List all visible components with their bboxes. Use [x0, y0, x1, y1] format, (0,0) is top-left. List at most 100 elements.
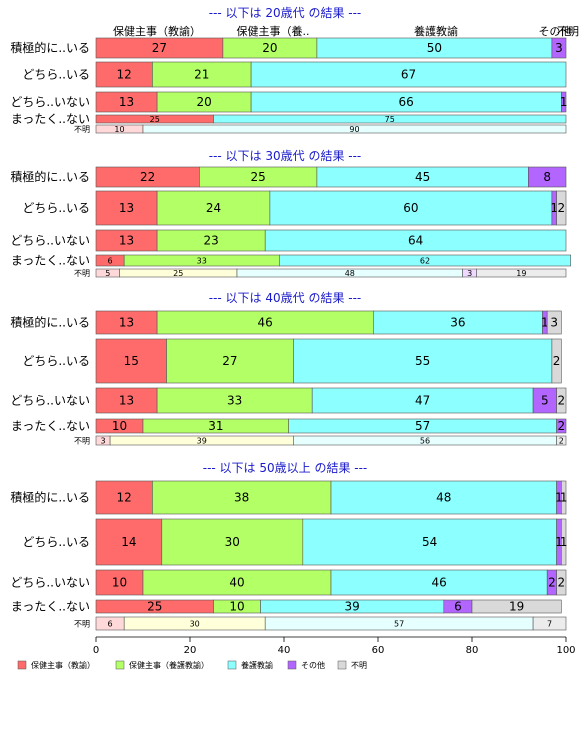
bar-segment: [556, 435, 567, 446]
legend-swatch: [287, 660, 297, 670]
data-label: 10: [112, 576, 127, 590]
bar-segment: [161, 518, 304, 566]
legend-swatch: [115, 660, 125, 670]
data-label: 2: [557, 576, 565, 590]
row-label: まったく..ない: [11, 419, 90, 433]
data-label: 45: [415, 170, 430, 184]
data-label: 54: [422, 535, 437, 549]
data-label: 10: [229, 600, 244, 614]
row-label: どちら..いない: [10, 95, 90, 109]
data-label: 27: [152, 41, 167, 55]
data-label: 50: [427, 41, 442, 55]
legend-label: 不明: [351, 661, 367, 670]
bar-segment: [471, 599, 562, 614]
bar-segment: [532, 616, 567, 631]
data-label: 25: [251, 170, 266, 184]
bar-segment: [556, 190, 567, 226]
data-label: 10: [114, 125, 124, 134]
data-label: 48: [436, 491, 451, 505]
data-label: 55: [415, 354, 430, 368]
row-label: 積極的に..いる: [10, 169, 90, 184]
data-label: 48: [345, 269, 355, 278]
data-label: 10: [112, 419, 127, 433]
data-label: 3: [467, 269, 472, 278]
data-label: 66: [399, 95, 414, 109]
data-label: 6: [108, 257, 113, 266]
panel-title-2: --- 以下は 40歳代 の結果 ---: [209, 291, 362, 305]
data-label: 1: [550, 201, 558, 215]
data-label: 5: [541, 394, 549, 408]
column-header-2: 養護教諭: [414, 24, 458, 38]
bar-segment: [476, 268, 567, 278]
legend-swatch: [227, 660, 237, 670]
row-label: まったく..ない: [11, 112, 90, 126]
data-label: 57: [394, 620, 404, 629]
data-label: 47: [415, 394, 430, 408]
data-label: 27: [222, 354, 237, 368]
column-header-0: 保健主事（教諭）: [113, 24, 201, 38]
data-label: 13: [119, 201, 134, 215]
row-label: どちら..いる: [22, 201, 90, 215]
data-label: 1: [560, 491, 568, 505]
bar-segment: [156, 190, 271, 226]
bar-segment: [95, 480, 153, 515]
data-label: 1: [555, 535, 563, 549]
bar-segment: [142, 569, 332, 596]
bar-segment: [551, 338, 562, 384]
row-label: 不明: [74, 437, 90, 446]
data-label: 75: [385, 115, 395, 124]
bar-segment: [311, 387, 534, 414]
data-label: 15: [124, 354, 139, 368]
panel-title-3: --- 以下は 50歳以上 の結果 ---: [203, 461, 368, 475]
data-label: 31: [208, 419, 223, 433]
data-label: 6: [108, 620, 113, 629]
data-label: 13: [119, 316, 134, 330]
row-label: どちら..いる: [22, 354, 90, 368]
data-label: 8: [543, 170, 551, 184]
row-label: 不明: [74, 269, 90, 278]
bar-segment: [152, 480, 332, 515]
data-label: 1: [560, 95, 568, 109]
data-label: 25: [147, 600, 162, 614]
data-label: 22: [140, 170, 155, 184]
panel-title-0: --- 以下は 20歳代 の結果 ---: [209, 6, 362, 20]
bar-segment: [95, 190, 158, 226]
data-label: 2: [559, 437, 564, 446]
data-label: 2: [548, 576, 556, 590]
data-label: 57: [415, 419, 430, 433]
bar-segment: [95, 518, 163, 566]
x-tick-label: 0: [93, 645, 99, 656]
bar-segment: [560, 91, 567, 113]
x-tick-label: 100: [556, 645, 575, 656]
data-label: 33: [227, 394, 242, 408]
row-label: 不明: [74, 125, 90, 134]
legend-swatch: [17, 660, 27, 670]
bar-segment: [95, 387, 158, 414]
bar-segment: [166, 338, 294, 384]
data-label: 25: [150, 115, 160, 124]
row-label: 不明: [74, 620, 90, 629]
row-label: まったく..ない: [11, 600, 90, 614]
data-label: 40: [229, 576, 244, 590]
data-label: 33: [197, 257, 207, 266]
data-label: 2: [557, 419, 565, 433]
legend-label: 保健主事（教諭）: [31, 660, 95, 670]
data-label: 23: [204, 234, 219, 248]
bar-segment: [293, 338, 553, 384]
legend-swatch: [337, 660, 347, 670]
x-tick-label: 80: [466, 645, 479, 656]
data-label: 1: [560, 535, 568, 549]
column-header-3: その他: [539, 25, 572, 38]
bar-segment: [330, 569, 548, 596]
bar-segment: [556, 569, 567, 596]
bar-segment: [556, 418, 567, 434]
x-tick-label: 20: [184, 645, 197, 656]
legend-label: その他: [301, 660, 325, 670]
data-label: 46: [258, 316, 273, 330]
data-label: 12: [117, 68, 132, 82]
row-label: どちら..いない: [10, 394, 90, 408]
column-header-1: 保健主事（養..: [237, 24, 310, 38]
row-label: 積極的に..いる: [10, 40, 90, 55]
data-label: 90: [349, 125, 359, 134]
bar-segment: [250, 61, 567, 88]
